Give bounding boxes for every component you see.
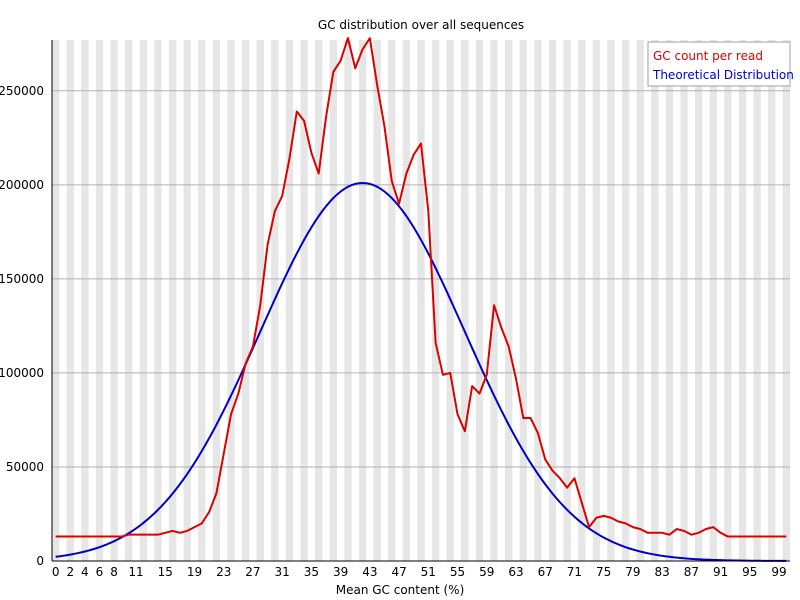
background-band xyxy=(315,40,323,561)
background-band xyxy=(212,40,221,561)
background-bands xyxy=(52,40,790,561)
horizontal-gridlines xyxy=(52,90,790,468)
legend-entry-theoretical: Theoretical Distribution xyxy=(652,68,794,82)
background-band xyxy=(665,40,674,561)
background-band xyxy=(695,40,703,561)
background-band xyxy=(578,40,586,561)
x-tick-label: 95 xyxy=(742,565,757,579)
background-band xyxy=(66,40,74,561)
legend-entry-gc-count: GC count per read xyxy=(653,49,763,63)
background-band xyxy=(125,40,133,561)
background-band xyxy=(388,40,396,561)
background-band xyxy=(329,40,337,561)
background-band xyxy=(636,40,644,561)
y-tick-label: 50000 xyxy=(6,460,44,474)
series-line-theoretical xyxy=(55,181,787,562)
background-band xyxy=(490,40,498,561)
x-tick-labels: 0 2 4 6 8 11 15 19 23 27 31 35 39 43 47 51 55 59 63 67 71 75 7… xyxy=(52,565,787,579)
background-band xyxy=(724,40,732,561)
x-tick-label: 6 xyxy=(96,565,104,579)
axes xyxy=(51,40,790,562)
x-tick-label: 23 xyxy=(216,565,231,579)
background-band xyxy=(461,40,469,561)
x-tick-label: 4 xyxy=(81,565,89,579)
x-tick-label: 8 xyxy=(110,565,118,579)
background-band xyxy=(738,40,747,561)
background-band xyxy=(402,40,411,561)
x-tick-label: 63 xyxy=(508,565,523,579)
background-band xyxy=(768,40,776,561)
background-band xyxy=(52,40,60,561)
x-tick-label: 2 xyxy=(66,565,74,579)
x-tick-label: 39 xyxy=(333,565,348,579)
background-band xyxy=(139,40,147,561)
background-band xyxy=(154,40,162,561)
y-tick-labels: 0 50000 100000 150000 200000 250000 xyxy=(0,84,44,568)
x-tick-label: 19 xyxy=(187,565,202,579)
x-tick-label: 55 xyxy=(450,565,465,579)
background-band xyxy=(680,40,688,561)
x-tick-label: 99 xyxy=(771,565,786,579)
background-band xyxy=(431,40,440,561)
background-band xyxy=(753,40,761,561)
x-tick-label: 0 xyxy=(52,565,60,579)
background-band xyxy=(592,40,601,561)
x-tick-label: 91 xyxy=(713,565,728,579)
background-band xyxy=(782,40,790,561)
background-band xyxy=(651,40,659,561)
x-tick-label: 27 xyxy=(245,565,260,579)
y-tick-label: 250000 xyxy=(0,84,44,98)
background-band xyxy=(373,40,381,561)
background-band xyxy=(548,40,557,561)
background-band xyxy=(168,40,177,561)
background-band xyxy=(81,40,89,561)
x-tick-label: 75 xyxy=(596,565,611,579)
background-band xyxy=(519,40,527,561)
background-band xyxy=(227,40,235,561)
series-layer xyxy=(55,37,787,562)
background-band xyxy=(285,40,294,561)
x-tick-label: 11 xyxy=(128,565,143,579)
background-band xyxy=(198,40,206,561)
x-tick-label: 35 xyxy=(304,565,319,579)
y-tick-label: 150000 xyxy=(0,272,44,286)
x-tick-label: 79 xyxy=(625,565,640,579)
background-band xyxy=(475,40,484,561)
x-tick-label: 59 xyxy=(479,565,494,579)
background-band xyxy=(344,40,352,561)
x-tick-label: 43 xyxy=(362,565,377,579)
background-band xyxy=(241,40,250,561)
background-band xyxy=(534,40,542,561)
y-tick-label: 0 xyxy=(36,554,44,568)
x-tick-label: 15 xyxy=(158,565,173,579)
x-axis-label: Mean GC content (%) xyxy=(336,583,465,597)
background-band xyxy=(95,40,104,561)
y-tick-label: 100000 xyxy=(0,366,44,380)
background-band xyxy=(505,40,513,561)
background-band xyxy=(110,40,118,561)
background-band xyxy=(358,40,367,561)
x-tick-label: 51 xyxy=(421,565,436,579)
background-band xyxy=(709,40,717,561)
background-band xyxy=(607,40,615,561)
legend: GC count per read Theoretical Distributi… xyxy=(647,41,794,87)
x-tick-label: 83 xyxy=(654,565,669,579)
x-tick-label: 67 xyxy=(538,565,553,579)
background-band xyxy=(300,40,308,561)
x-tick-label: 71 xyxy=(567,565,582,579)
background-band xyxy=(563,40,571,561)
y-tick-label: 200000 xyxy=(0,178,44,192)
background-band xyxy=(621,40,630,561)
x-tick-label: 31 xyxy=(275,565,290,579)
background-band xyxy=(183,40,191,561)
x-tick-label: 47 xyxy=(391,565,406,579)
background-band xyxy=(417,40,425,561)
x-tick-label: 87 xyxy=(684,565,699,579)
series-line-gc-count xyxy=(55,37,787,538)
chart-title: GC distribution over all sequences xyxy=(318,18,524,32)
legend-box xyxy=(647,41,791,87)
